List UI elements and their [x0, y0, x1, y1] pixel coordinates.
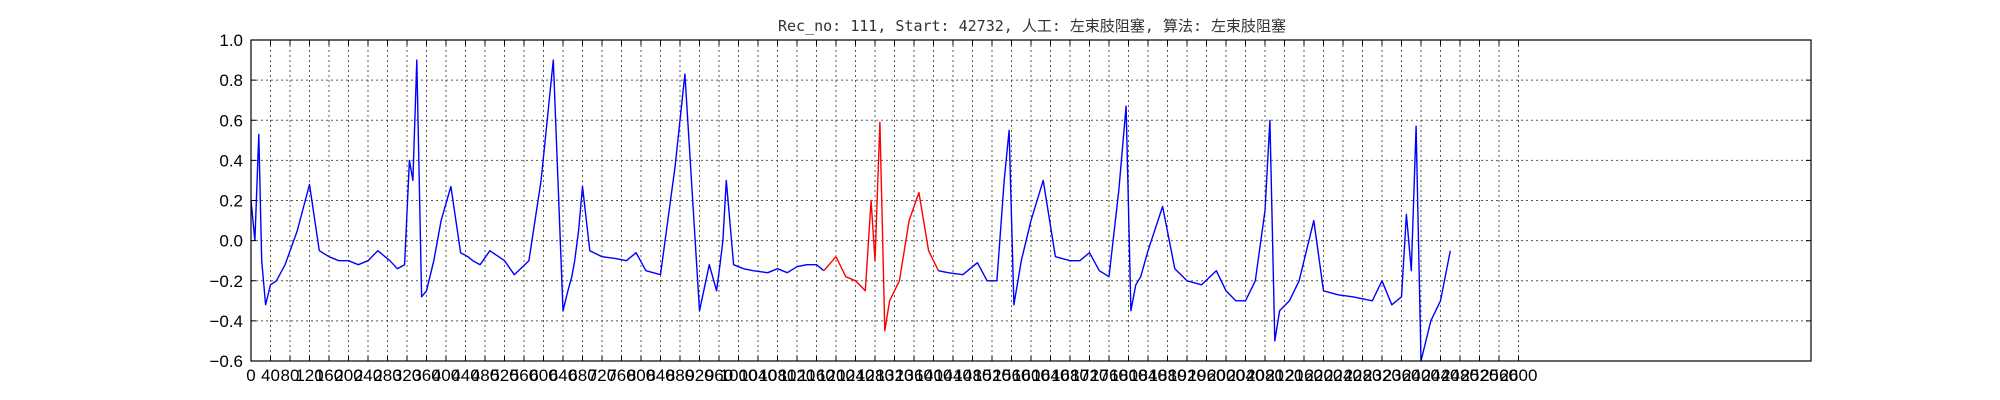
x-tick-label: 1440: [934, 366, 972, 385]
x-tick-label: 1000: [720, 366, 758, 385]
x-tick-label: 2040: [1227, 366, 1265, 385]
x-tick-label: 2560: [1480, 366, 1518, 385]
x-tick-label: 80: [281, 366, 300, 385]
x-tick-label: 640: [549, 366, 577, 385]
x-tick-label: 120: [295, 366, 323, 385]
y-tick-label: 0.8: [219, 71, 243, 90]
x-tick-label: 2320: [1363, 366, 1401, 385]
x-tick-label: 1520: [973, 366, 1011, 385]
x-tick-label: 680: [568, 366, 596, 385]
x-tick-label: 2280: [1344, 366, 1382, 385]
x-tick-label: 2480: [1441, 366, 1479, 385]
x-tick-label: 1640: [1032, 366, 1070, 385]
x-tick-label: 1600: [1012, 366, 1050, 385]
x-tick-label: 480: [471, 366, 499, 385]
chart-title: Rec_no: 111, Start: 42732, 人工: 左束肢阻塞, 算法…: [778, 17, 1286, 35]
x-tick-label: 160: [315, 366, 343, 385]
x-tick-label: 240: [354, 366, 382, 385]
y-tick-label: 0.4: [219, 151, 243, 170]
x-tick-label: 2520: [1461, 366, 1499, 385]
x-tick-label: 1560: [993, 366, 1031, 385]
x-tick-label: 40: [261, 366, 280, 385]
x-tick-label: 1320: [876, 366, 914, 385]
y-axis-ticks: −0.6 −0.4 −0.2 0.0 0.2 0.4 0.6 0.8 1.0: [209, 31, 1811, 371]
x-tick-label: 1080: [759, 366, 797, 385]
x-tick-label: 2200: [1305, 366, 1343, 385]
x-tick-label: 280: [373, 366, 401, 385]
x-tick-label: 1840: [1129, 366, 1167, 385]
x-tick-label: 1480: [954, 366, 992, 385]
x-tick-label: 600: [529, 366, 557, 385]
y-tick-label: 1.0: [219, 31, 243, 50]
series-line-3: [938, 105, 1451, 362]
y-tick-label: −0.2: [209, 272, 243, 291]
x-tick-label: 0: [246, 366, 255, 385]
y-tick-label: 0.2: [219, 192, 243, 211]
x-tick-label: 2000: [1207, 366, 1245, 385]
x-tick-label: 2080: [1246, 366, 1284, 385]
x-tick-label: 880: [666, 366, 694, 385]
x-tick-label: 1760: [1090, 366, 1128, 385]
x-tick-label: 2600: [1500, 366, 1538, 385]
x-axis-ticks: 0 40 8012016020024028032036040044048052056…: [246, 40, 1537, 385]
x-tick-label: 2240: [1324, 366, 1362, 385]
x-tick-label: 400: [432, 366, 460, 385]
x-tick-label: 1720: [1071, 366, 1109, 385]
x-tick-label: 1160: [798, 366, 835, 385]
series-line-1: [250, 59, 825, 312]
x-tick-label: 1960: [1188, 366, 1226, 385]
y-tick-label: 0.6: [219, 111, 243, 130]
x-tick-label: 2360: [1383, 366, 1421, 385]
x-tick-label: 1800: [1110, 366, 1148, 385]
x-tick-label: 1200: [817, 366, 855, 385]
x-tick-label: 320: [393, 366, 421, 385]
x-tick-label: 560: [510, 366, 538, 385]
x-tick-label: 1120: [779, 366, 816, 385]
x-tick-label: 1400: [915, 366, 953, 385]
x-tick-label: 520: [490, 366, 518, 385]
x-tick-label: 1240: [837, 366, 875, 385]
x-tick-label: 1040: [739, 366, 777, 385]
x-tick-label: 1360: [895, 366, 933, 385]
x-tick-label: 1680: [1051, 366, 1089, 385]
y-tick-label: −0.6: [209, 352, 243, 371]
y-tick-label: −0.4: [209, 312, 243, 331]
y-tick-label: 0.0: [219, 232, 243, 251]
x-tick-label: 1920: [1168, 366, 1206, 385]
x-tick-label: 1280: [856, 366, 894, 385]
x-tick-label: 960: [705, 366, 733, 385]
x-tick-label: 360: [412, 366, 440, 385]
x-tick-label: 200: [334, 366, 362, 385]
grid: [250, 39, 1811, 362]
x-tick-label: 440: [451, 366, 479, 385]
x-tick-label: 2160: [1285, 366, 1323, 385]
x-tick-label: 720: [588, 366, 616, 385]
x-tick-label: 840: [646, 366, 674, 385]
x-tick-label: 2120: [1266, 366, 1304, 385]
x-tick-label: 760: [607, 366, 635, 385]
x-tick-label: 920: [685, 366, 713, 385]
series-layer: [250, 59, 1451, 362]
series-line-2: [823, 121, 940, 332]
x-tick-label: 800: [627, 366, 655, 385]
x-tick-label: 2440: [1422, 366, 1460, 385]
x-tick-label: 2400: [1402, 366, 1440, 385]
x-tick-label: 1880: [1149, 366, 1187, 385]
